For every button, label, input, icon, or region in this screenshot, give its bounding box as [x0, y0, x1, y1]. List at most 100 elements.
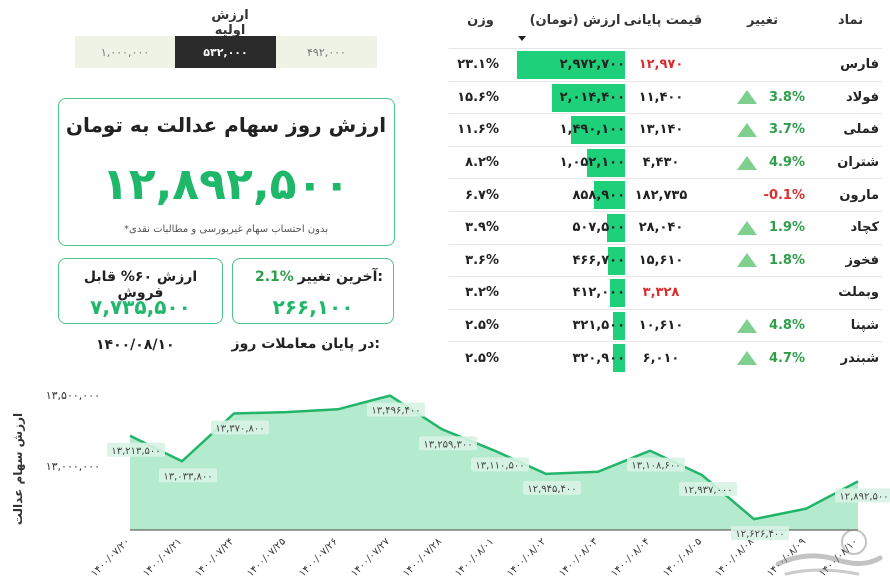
data-label: ۱۳,۱۱۰,۵۰۰ — [475, 460, 524, 471]
weight-cell: ۱۵.۶% — [457, 89, 499, 105]
data-label: ۱۳,۳۷۰,۸۰۰ — [215, 423, 264, 434]
value-bar — [517, 311, 625, 340]
sellable-value-number: ۷,۷۳۵,۵۰۰ — [90, 295, 191, 319]
end-of-day-label: در پایان معاملات روز: — [231, 336, 380, 352]
data-label: ۱۳,۴۹۶,۴۰۰ — [371, 406, 420, 417]
value-cell: ۲,۹۷۲,۷۰۰ — [559, 57, 625, 73]
value-bar — [517, 83, 625, 112]
data-label: ۱۳,۱۰۸,۶۰۰ — [631, 461, 680, 472]
saed-news-logo — [768, 520, 886, 582]
change-cell: 3.7% — [715, 114, 805, 146]
symbol-cell[interactable]: فارس — [840, 57, 879, 73]
value-bar — [517, 116, 625, 145]
value-cell: ۳۲۱,۵۰۰ — [572, 318, 625, 334]
col-header-weight[interactable]: وزن — [467, 12, 494, 28]
weight-cell: ۱۱.۶% — [457, 122, 499, 138]
sellable-value-card: ارزش ۶۰% قابل فروش ۷,۷۳۵,۵۰۰ — [58, 258, 223, 324]
value-bar-fill — [587, 148, 625, 177]
last-price-cell: ۱۵,۶۱۰ — [638, 252, 684, 268]
value-cell: ۴۱۲,۰۰۰ — [572, 285, 625, 301]
last-price-cell: ۱۲,۹۷۰ — [638, 57, 684, 73]
change-value: 4.9% — [768, 155, 805, 171]
symbol-cell[interactable]: فملی — [843, 122, 879, 138]
sort-desc-icon — [518, 36, 526, 41]
change-cell: 4.8% — [715, 310, 805, 342]
value-bar-fill — [571, 116, 625, 145]
x-tick-label: ۱۴۰۰/۰۷/۲۰ — [89, 536, 132, 579]
symbol-cell[interactable]: مارون — [839, 187, 879, 203]
table-row[interactable]: مارون -0.1% ۱۸۲,۷۳۵ ۸۵۸,۹۰۰ ۶.۷% — [449, 178, 882, 211]
table-row[interactable]: شبندر 4.7% ۶,۰۱۰ ۳۲۰,۹۰۰ ۲.۵% — [449, 341, 882, 374]
up-triangle-icon — [736, 351, 757, 366]
last-price-cell: ۲۸,۰۴۰ — [638, 220, 684, 236]
change-cell: -0.1% — [715, 179, 805, 211]
last-price-cell: ۱۰,۶۱۰ — [638, 318, 684, 334]
up-triangle-icon — [736, 318, 757, 333]
value-cell: ۱,۴۹۰,۱۰۰ — [559, 122, 625, 138]
value-bar — [517, 181, 625, 210]
data-label: ۱۲,۹۳۷,۰۰۰ — [683, 485, 732, 496]
value-cell: ۸۵۸,۹۰۰ — [572, 187, 625, 203]
x-tick-label: ۱۴۰۰/۰۸/۰۱ — [453, 536, 496, 579]
chart-line — [129, 394, 859, 521]
col-header-last-price[interactable]: قیمت پایانی — [623, 12, 703, 28]
symbol-cell[interactable]: فخوز — [845, 252, 879, 268]
last-change-label: آخرین تغییر: — [297, 269, 383, 285]
x-tick-label: ۱۴۰۰/۰۷/۲۷ — [349, 536, 392, 579]
change-cell: 4.7% — [715, 342, 805, 374]
value-bar-fill — [610, 279, 625, 308]
x-tick-label: ۱۴۰۰/۰۸/۰۸ — [713, 536, 756, 579]
up-triangle-icon — [736, 220, 757, 235]
change-value: -0.1% — [763, 187, 805, 203]
col-header-change[interactable]: تغییر — [747, 12, 778, 28]
table-row[interactable]: وبملت ۳,۳۲۸ ۴۱۲,۰۰۰ ۳.۲% — [449, 276, 882, 309]
value-cell: ۴۶۶,۷۰۰ — [572, 252, 625, 268]
weight-cell: ۳.۶% — [465, 252, 499, 268]
x-tick-label: ۱۴۰۰/۰۸/۰۴ — [609, 536, 652, 579]
table-row[interactable]: کچاد 1.9% ۲۸,۰۴۰ ۵۰۷,۵۰۰ ۳.۹% — [449, 211, 882, 244]
table-row[interactable]: فارس ۱۲,۹۷۰ ۲,۹۷۲,۷۰۰ ۲۳.۱% — [449, 48, 882, 81]
x-tick-label: ۱۴۰۰/۰۸/۰۳ — [557, 536, 600, 579]
weight-cell: ۸.۲% — [465, 155, 499, 171]
weight-cell: ۲۳.۱% — [457, 57, 499, 73]
initial-value-option-492000[interactable]: ۴۹۲,۰۰۰ — [276, 36, 377, 68]
table-row[interactable]: فولاد 3.8% ۱۱,۴۰۰ ۲,۰۱۴,۴۰۰ ۱۵.۶% — [449, 80, 882, 114]
symbol-cell[interactable]: فولاد — [845, 89, 879, 105]
y-tick-label: ۱۳,۰۰۰,۰۰۰ — [46, 460, 100, 473]
initial-value-option-532000[interactable]: ۵۳۲,۰۰۰ — [175, 36, 276, 68]
symbol-cell[interactable]: شتران — [837, 155, 879, 171]
y-tick-label: ۱۳,۵۰۰,۰۰۰ — [46, 389, 100, 402]
table-row[interactable]: شپنا 4.8% ۱۰,۶۱۰ ۳۲۱,۵۰۰ ۲.۵% — [449, 308, 882, 342]
sellable-value-title: ارزش ۶۰% قابل فروش — [83, 269, 198, 301]
last-price-cell: ۱۸۲,۷۳۵ — [634, 187, 688, 203]
table-row[interactable]: فخوز 1.8% ۱۵,۶۱۰ ۴۶۶,۷۰۰ ۳.۶% — [449, 243, 882, 277]
value-bar-fill — [552, 83, 625, 112]
symbol-cell[interactable]: شپنا — [850, 318, 879, 334]
col-header-symbol[interactable]: نماد — [837, 12, 864, 28]
change-value: 3.7% — [768, 122, 805, 138]
last-change-percent: 2.1% — [255, 269, 294, 285]
value-bar-fill — [594, 181, 625, 210]
value-cell: ۵۰۷,۵۰۰ — [572, 220, 625, 236]
symbol-cell[interactable]: کچاد — [850, 220, 879, 236]
table-row[interactable]: فملی 3.7% ۱۳,۱۴۰ ۱,۴۹۰,۱۰۰ ۱۱.۶% — [449, 113, 882, 146]
weight-cell: ۳.۲% — [465, 285, 499, 301]
data-label-bg — [367, 402, 425, 417]
change-cell: 1.8% — [715, 245, 805, 277]
symbol-cell[interactable]: وبملت — [838, 285, 879, 301]
table-row[interactable]: شتران 4.9% ۴,۴۳۰ ۱,۰۵۲,۱۰۰ ۸.۲% — [449, 145, 882, 179]
data-label-bg — [107, 442, 165, 457]
daily-value-card: ارزش روز سهام عدالت به تومان ۱۲,۸۹۲,۵۰۰ … — [58, 98, 395, 246]
daily-value-footnote: *بدون احتساب سهام غیربورسی و مطالبات نقد… — [124, 224, 328, 235]
up-triangle-icon — [736, 122, 757, 137]
symbol-cell[interactable]: شبندر — [840, 350, 879, 366]
data-label: ۱۳,۰۳۳,۸۰۰ — [163, 471, 212, 482]
initial-value-title: ارزش اولیه — [211, 8, 249, 38]
up-triangle-icon — [736, 155, 757, 170]
value-bar — [517, 344, 625, 373]
data-label-bg — [419, 436, 477, 451]
last-price-cell: ۳,۳۲۸ — [642, 285, 680, 301]
last-price-cell: ۱۱,۴۰۰ — [638, 89, 684, 105]
col-header-value[interactable]: ارزش (تومان) — [529, 12, 621, 28]
initial-value-option-1000000[interactable]: ۱,۰۰۰,۰۰۰ — [75, 36, 175, 68]
